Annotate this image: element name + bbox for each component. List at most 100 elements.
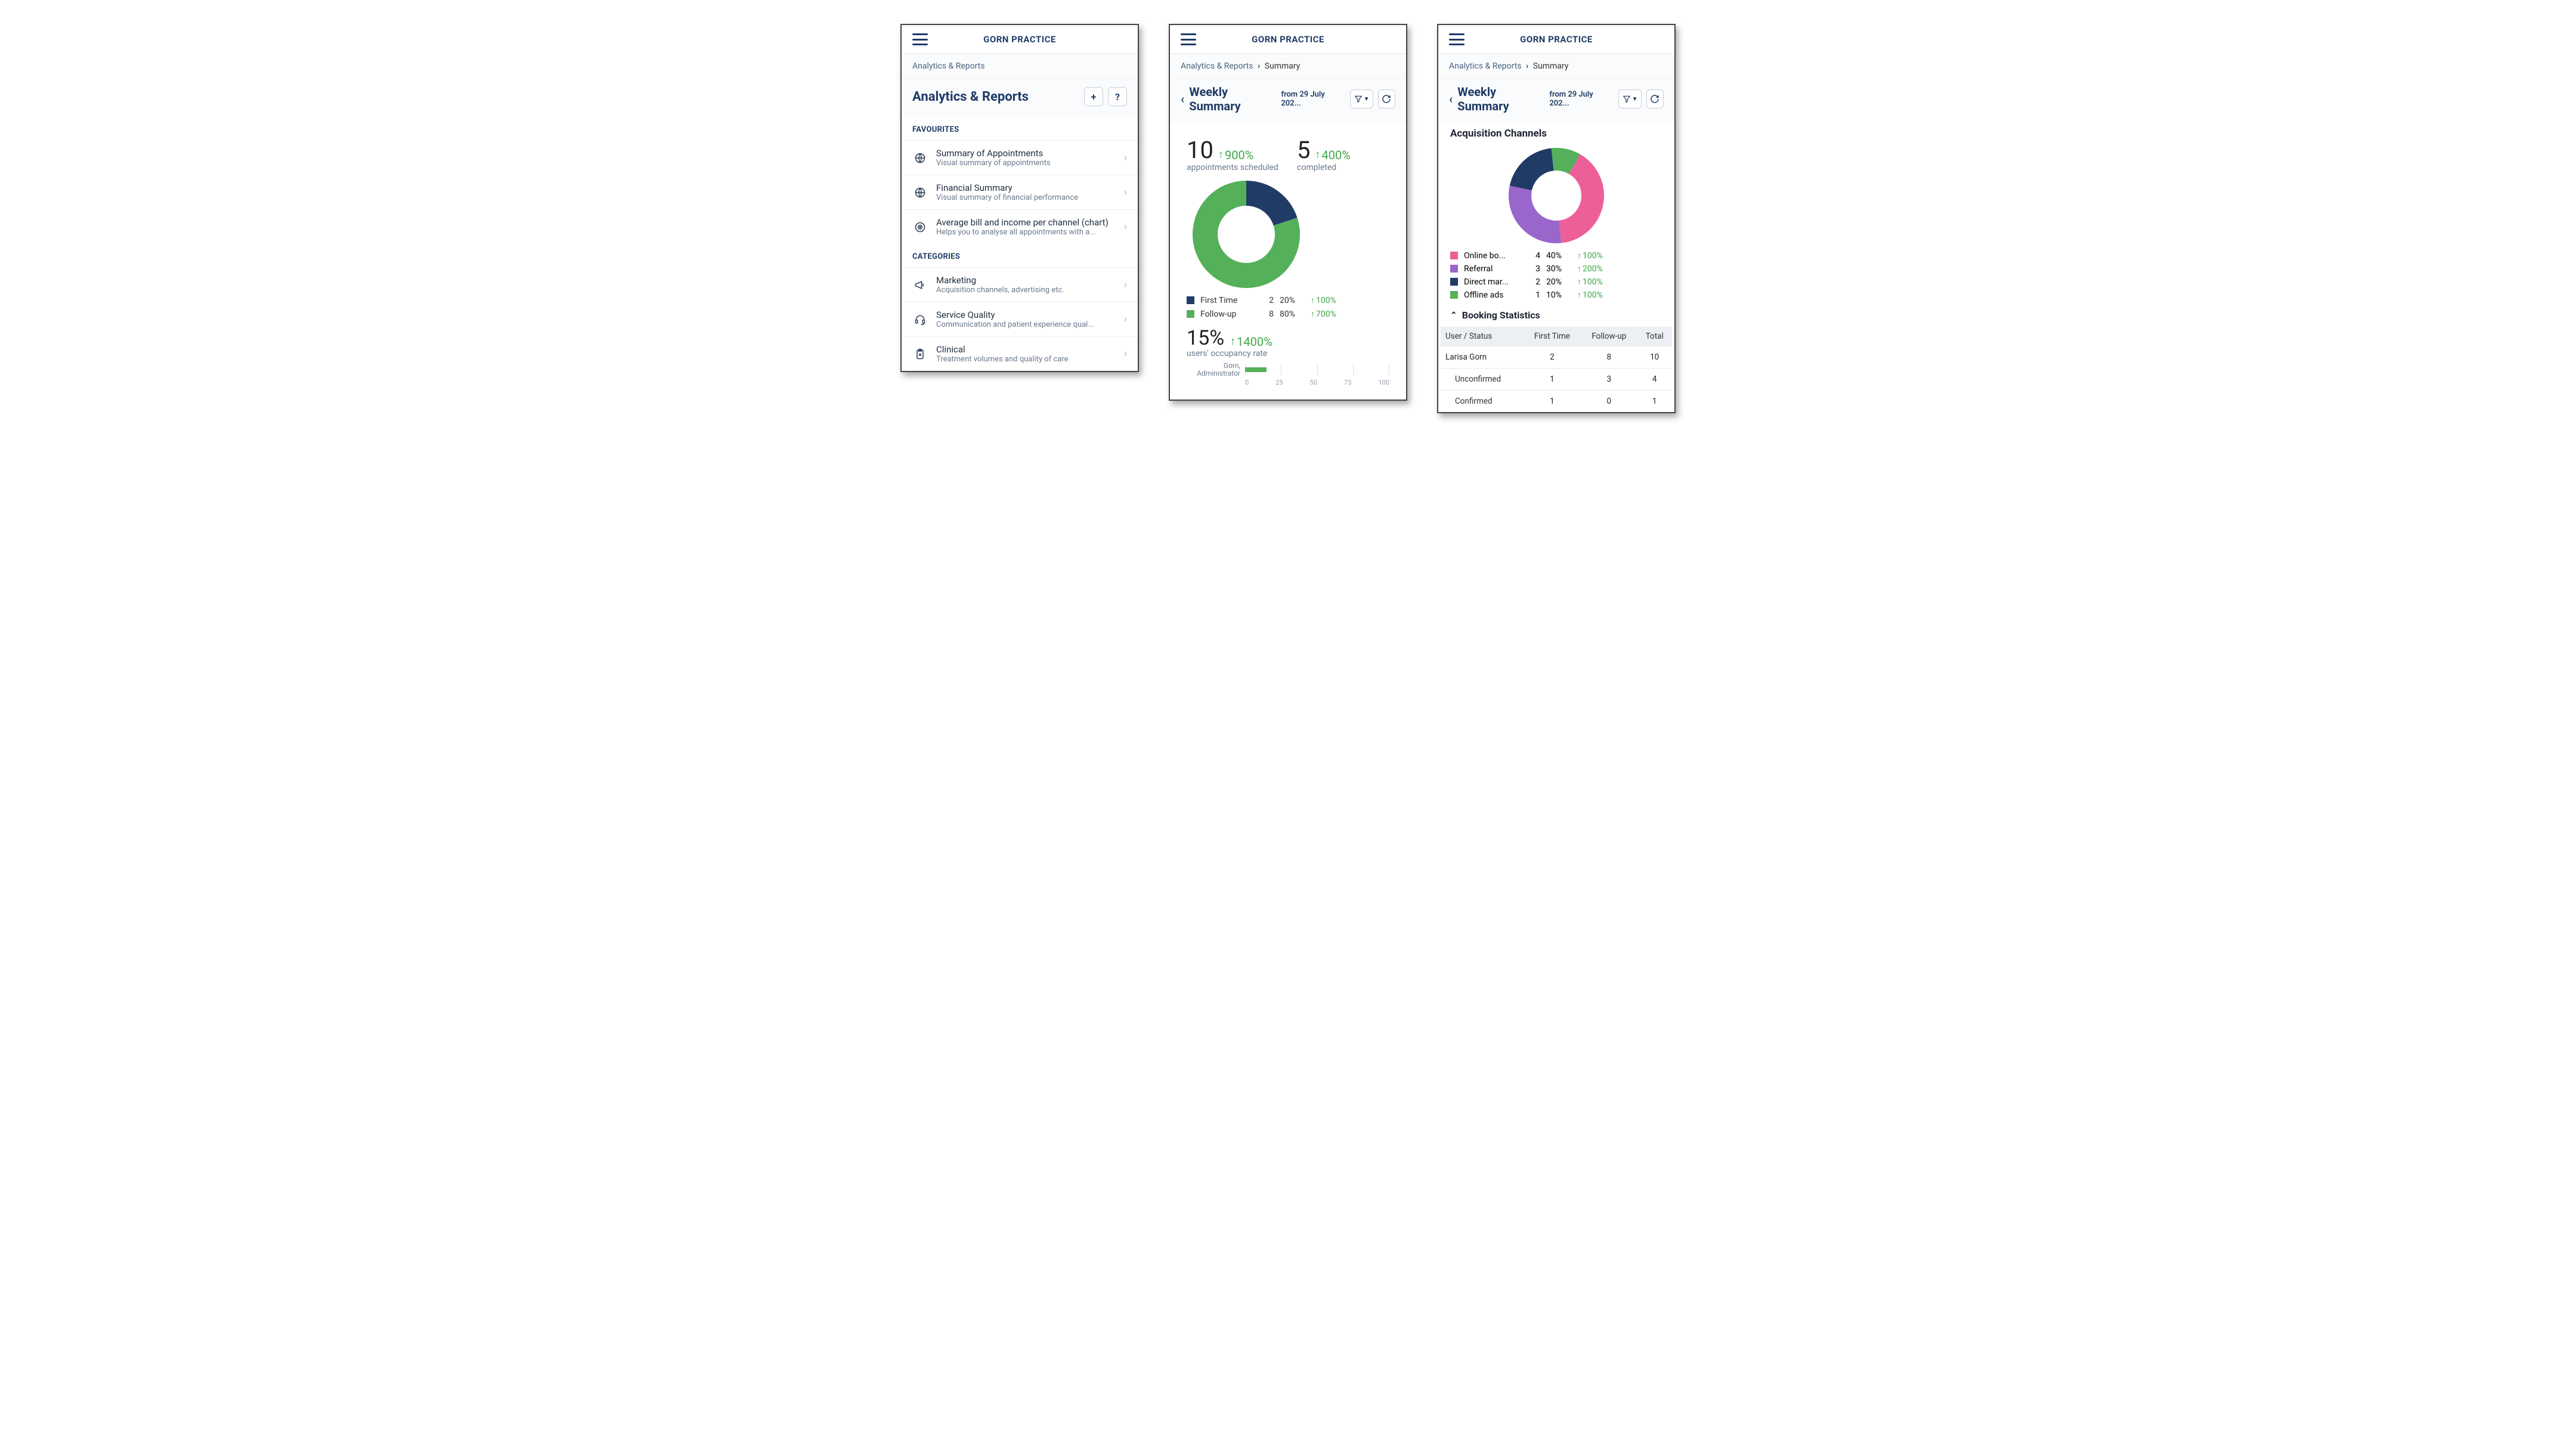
occupancy-delta: ↑1400%	[1230, 335, 1272, 349]
legend-swatch	[1187, 296, 1194, 304]
stat-value: 10	[1187, 136, 1213, 164]
legend-row: Online bo... 4 40% ↑100%	[1450, 250, 1662, 261]
legend-name: First Time	[1200, 296, 1257, 305]
legend-delta: ↑200%	[1577, 264, 1603, 274]
breadcrumb: Analytics & Reports › Summary	[1170, 54, 1406, 79]
legend-count: 8	[1263, 309, 1274, 319]
cell-follow: 0	[1581, 391, 1637, 413]
legend-delta: ↑100%	[1577, 250, 1603, 261]
page-title-row: ‹ Weekly Summary from 29 July 202... ▼	[1438, 79, 1674, 122]
plus-icon: +	[1091, 91, 1097, 103]
list-item[interactable]: Marketing Acquisition channels, advertis…	[902, 267, 1138, 302]
back-button[interactable]: ‹	[1449, 92, 1453, 106]
chevron-down-icon: ▼	[1632, 96, 1638, 103]
list-item-title: Marketing	[936, 275, 1116, 286]
categories-list: Marketing Acquisition channels, advertis…	[902, 267, 1138, 371]
legend-name: Follow-up	[1200, 309, 1257, 319]
refresh-button[interactable]	[1378, 89, 1395, 109]
occupancy-bar-chart: Gorn, Administrator 0255075100	[1187, 358, 1389, 394]
cell-first: 1	[1524, 369, 1581, 391]
arrow-up-icon: ↑	[1577, 264, 1581, 274]
legend-pct: 10%	[1546, 290, 1571, 300]
list-item-desc: Helps you to analyse all appointments wi…	[936, 228, 1116, 237]
donut-chart	[1509, 148, 1604, 243]
filter-button[interactable]: ▼	[1350, 89, 1373, 109]
stat-delta: ↑900%	[1218, 148, 1253, 162]
list-item-title: Service Quality	[936, 309, 1116, 320]
refresh-icon	[1650, 94, 1659, 104]
arrow-up-icon: ↑	[1218, 148, 1224, 161]
filter-button[interactable]: ▼	[1618, 89, 1641, 109]
breadcrumb-current: Summary	[1265, 61, 1301, 71]
app-title: GORN PRACTICE	[928, 34, 1111, 45]
add-button[interactable]: +	[1084, 87, 1103, 106]
row-label: Confirmed	[1441, 391, 1524, 413]
list-item[interactable]: Summary of Appointments Visual summary o…	[902, 140, 1138, 175]
back-button[interactable]: ‹	[1181, 92, 1184, 106]
menu-icon[interactable]	[912, 33, 928, 45]
legend-row: First Time 2 20% ↑100%	[1187, 295, 1389, 305]
legend-name: Referral	[1464, 264, 1524, 274]
arrow-up-icon: ↑	[1315, 148, 1320, 161]
stat-value: 5	[1297, 136, 1310, 164]
donut-chart-wrap	[1438, 143, 1674, 248]
page-title-row: Analytics & Reports + ?	[902, 79, 1138, 117]
list-item[interactable]: Financial Summary Visual summary of fina…	[902, 175, 1138, 209]
tick-label: 50	[1310, 379, 1317, 386]
clipboard-icon	[912, 348, 928, 360]
list-item[interactable]: Average bill and income per channel (cha…	[902, 209, 1138, 244]
list-item[interactable]: Clinical Treatment volumes and quality o…	[902, 336, 1138, 371]
cell-total: 4	[1637, 369, 1672, 391]
globe-icon	[912, 187, 928, 199]
list-item-desc: Treatment volumes and quality of care	[936, 355, 1116, 364]
row-label: Unconfirmed	[1441, 369, 1524, 391]
arrow-up-icon: ↑	[1311, 295, 1315, 305]
chevron-right-icon: ›	[1124, 278, 1127, 291]
arrow-up-icon: ↑	[1577, 250, 1581, 261]
app-header: GORN PRACTICE	[1438, 25, 1674, 54]
tick-label: 0	[1245, 379, 1249, 386]
chevron-right-icon: ›	[1124, 313, 1127, 326]
donut-chart-wrap	[1187, 176, 1389, 293]
table-header: First Time	[1524, 327, 1581, 346]
list-item-title: Clinical	[936, 344, 1116, 355]
donut-legend: First Time 2 20% ↑100% Follow-up 8 80% ↑…	[1187, 293, 1389, 326]
chevron-right-icon: ›	[1124, 348, 1127, 360]
legend-pct: 80%	[1280, 309, 1305, 319]
cell-follow: 3	[1581, 369, 1637, 391]
stat-label: completed	[1297, 163, 1389, 172]
page-title: Analytics & Reports	[912, 89, 1079, 104]
breadcrumb-root[interactable]: Analytics & Reports	[912, 61, 985, 71]
stats-row: 10 ↑900% appointments scheduled 5 ↑400% …	[1187, 136, 1389, 172]
menu-icon[interactable]	[1181, 33, 1196, 45]
breadcrumb-current: Summary	[1533, 61, 1569, 71]
legend-row: Direct mar... 2 20% ↑100%	[1450, 277, 1662, 287]
categories-label: CATEGORIES	[902, 244, 1138, 267]
row-label: Larisa Gorn	[1441, 346, 1524, 369]
help-icon: ?	[1115, 91, 1120, 103]
legend-count: 2	[1530, 277, 1540, 287]
cell-follow: 8	[1581, 346, 1637, 369]
gridlines	[1245, 364, 1389, 375]
stat-completed: 5 ↑400% completed	[1297, 136, 1389, 172]
legend-row: Offline ads 1 10% ↑100%	[1450, 290, 1662, 300]
list-item-desc: Communication and patient experience qua…	[936, 320, 1116, 329]
tick-label: 75	[1344, 379, 1351, 386]
breadcrumb-root[interactable]: Analytics & Reports	[1449, 61, 1522, 71]
booking-stats-toggle[interactable]: ⌃ Booking Statistics	[1438, 305, 1674, 327]
stat-delta: ↑400%	[1315, 148, 1350, 162]
arrow-up-icon: ↑	[1577, 290, 1581, 300]
legend-delta: ↑100%	[1577, 290, 1603, 300]
list-item-desc: Visual summary of appointments	[936, 159, 1116, 168]
app-header: GORN PRACTICE	[1170, 25, 1406, 54]
donut-slice	[1509, 185, 1561, 243]
menu-icon[interactable]	[1449, 33, 1465, 45]
arrow-up-icon: ↑	[1311, 309, 1315, 319]
favourites-label: FAVOURITES	[902, 117, 1138, 140]
refresh-button[interactable]	[1646, 89, 1664, 109]
breadcrumb-root[interactable]: Analytics & Reports	[1181, 61, 1253, 71]
table-header-row: User / StatusFirst TimeFollow-upTotal	[1441, 327, 1672, 346]
help-button[interactable]: ?	[1108, 87, 1127, 106]
legend-delta: ↑100%	[1311, 295, 1336, 305]
list-item[interactable]: Service Quality Communication and patien…	[902, 302, 1138, 336]
